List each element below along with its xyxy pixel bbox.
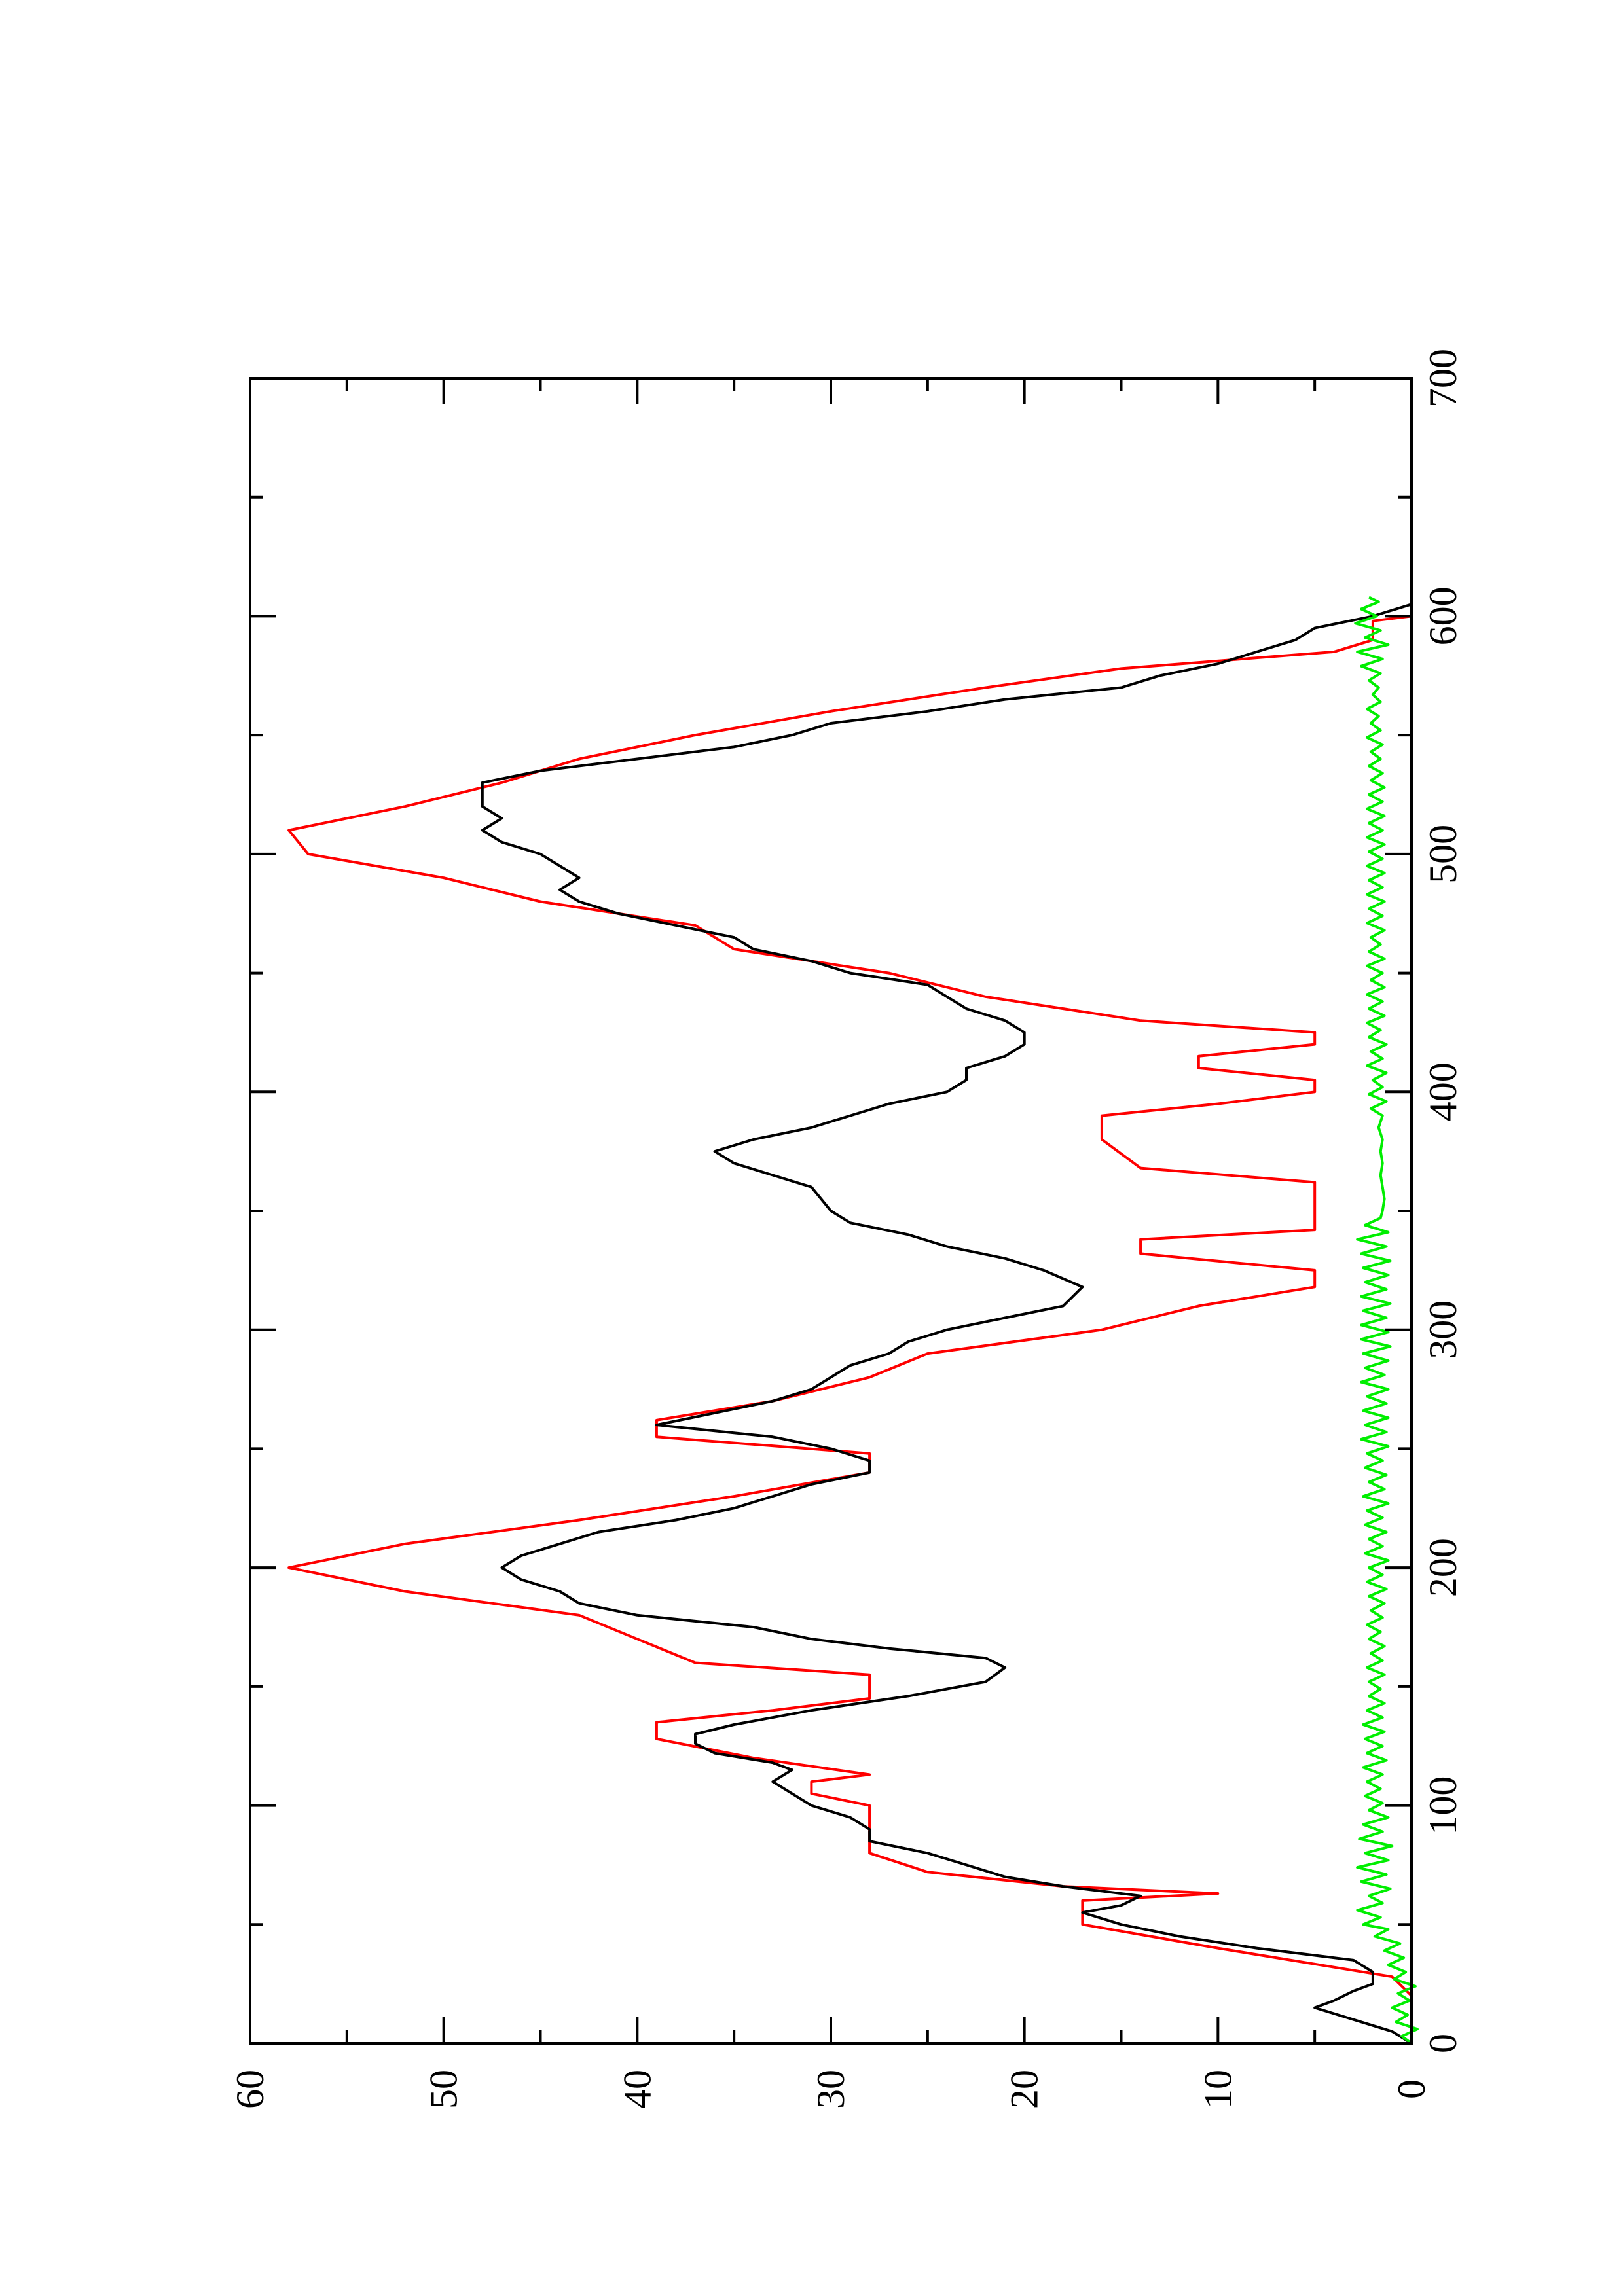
x-tick-label: 400 [1421, 1062, 1465, 1121]
x-tick-label: 700 [1421, 349, 1465, 408]
y-tick-label: 0 [1390, 2079, 1433, 2099]
x-tick-label: 100 [1421, 1776, 1465, 1835]
y-tick-label: 10 [1196, 2070, 1239, 2109]
series-layer [287, 596, 1419, 2045]
series-line-1 [481, 603, 1413, 2045]
x-tick-label: 500 [1421, 825, 1465, 884]
x-tick-label: 0 [1421, 2034, 1465, 2053]
y-tick-label: 40 [615, 2070, 659, 2109]
x-tick-label: 300 [1421, 1300, 1465, 1359]
y-tick-label: 20 [1003, 2070, 1046, 2109]
y-tick-label: 30 [809, 2070, 852, 2109]
ticks-layer [249, 377, 1413, 2045]
y-tick-label: 50 [422, 2070, 465, 2109]
y-tick-label: 60 [228, 2070, 272, 2109]
tick-labels: 0 100 200 300 400 500 600 700 0 10 20 30 40 50 60 [228, 349, 1465, 2109]
series-line-2 [1354, 596, 1419, 2045]
x-tick-label: 200 [1421, 1538, 1465, 1597]
series-line-0 [287, 597, 1413, 2043]
x-tick-label: 600 [1421, 586, 1465, 645]
